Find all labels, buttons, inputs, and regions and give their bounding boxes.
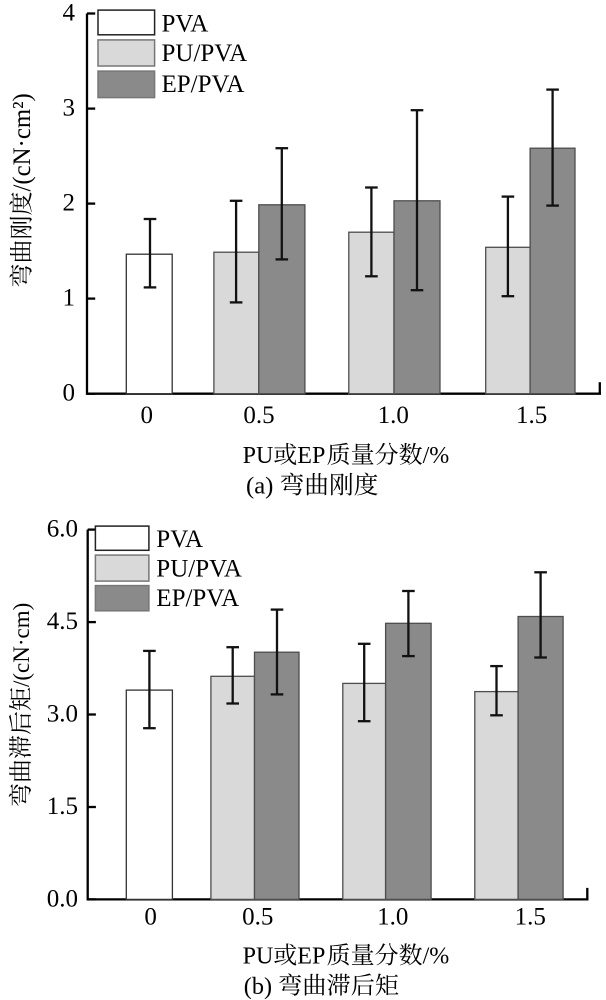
svg-text:0: 0 xyxy=(140,402,153,429)
svg-text:/%: /% xyxy=(423,944,450,970)
svg-text:PU: PU xyxy=(243,944,274,970)
svg-text:0: 0 xyxy=(144,904,157,931)
svg-text:EP/PVA: EP/PVA xyxy=(162,71,245,98)
svg-text:PVA: PVA xyxy=(162,10,209,37)
svg-text:/%: /% xyxy=(423,443,450,469)
svg-text:1.0: 1.0 xyxy=(378,402,409,429)
svg-text:(a): (a) xyxy=(246,473,273,500)
svg-text:EP/PVA: EP/PVA xyxy=(156,585,239,612)
svg-text:4.5: 4.5 xyxy=(47,608,78,635)
svg-text:1.5: 1.5 xyxy=(515,904,546,931)
svg-text:2: 2 xyxy=(63,190,76,217)
svg-text:(b): (b) xyxy=(244,973,272,1000)
svg-text:6.0: 6.0 xyxy=(47,516,78,543)
svg-text:3: 3 xyxy=(63,95,76,122)
svg-text:1: 1 xyxy=(63,285,76,312)
svg-text:/(cN·cm²): /(cN·cm²) xyxy=(9,93,36,191)
svg-text:PU/PVA: PU/PVA xyxy=(156,555,242,582)
svg-text:0: 0 xyxy=(63,380,76,407)
svg-text:0.5: 0.5 xyxy=(243,402,274,429)
svg-text:0.5: 0.5 xyxy=(242,904,273,931)
svg-text:PU: PU xyxy=(243,443,274,469)
svg-text:4: 4 xyxy=(63,0,76,27)
svg-text:EP: EP xyxy=(297,443,325,469)
svg-text:/(cN·cm): /(cN·cm) xyxy=(9,603,34,687)
svg-text:1.0: 1.0 xyxy=(377,904,408,931)
svg-text:1.5: 1.5 xyxy=(47,793,78,820)
svg-text:3.0: 3.0 xyxy=(47,701,78,728)
svg-text:1.5: 1.5 xyxy=(516,402,547,429)
svg-text:EP: EP xyxy=(297,944,325,970)
svg-text:0.0: 0.0 xyxy=(47,885,78,912)
svg-text:PU/PVA: PU/PVA xyxy=(162,40,248,67)
svg-text:PVA: PVA xyxy=(156,526,203,553)
